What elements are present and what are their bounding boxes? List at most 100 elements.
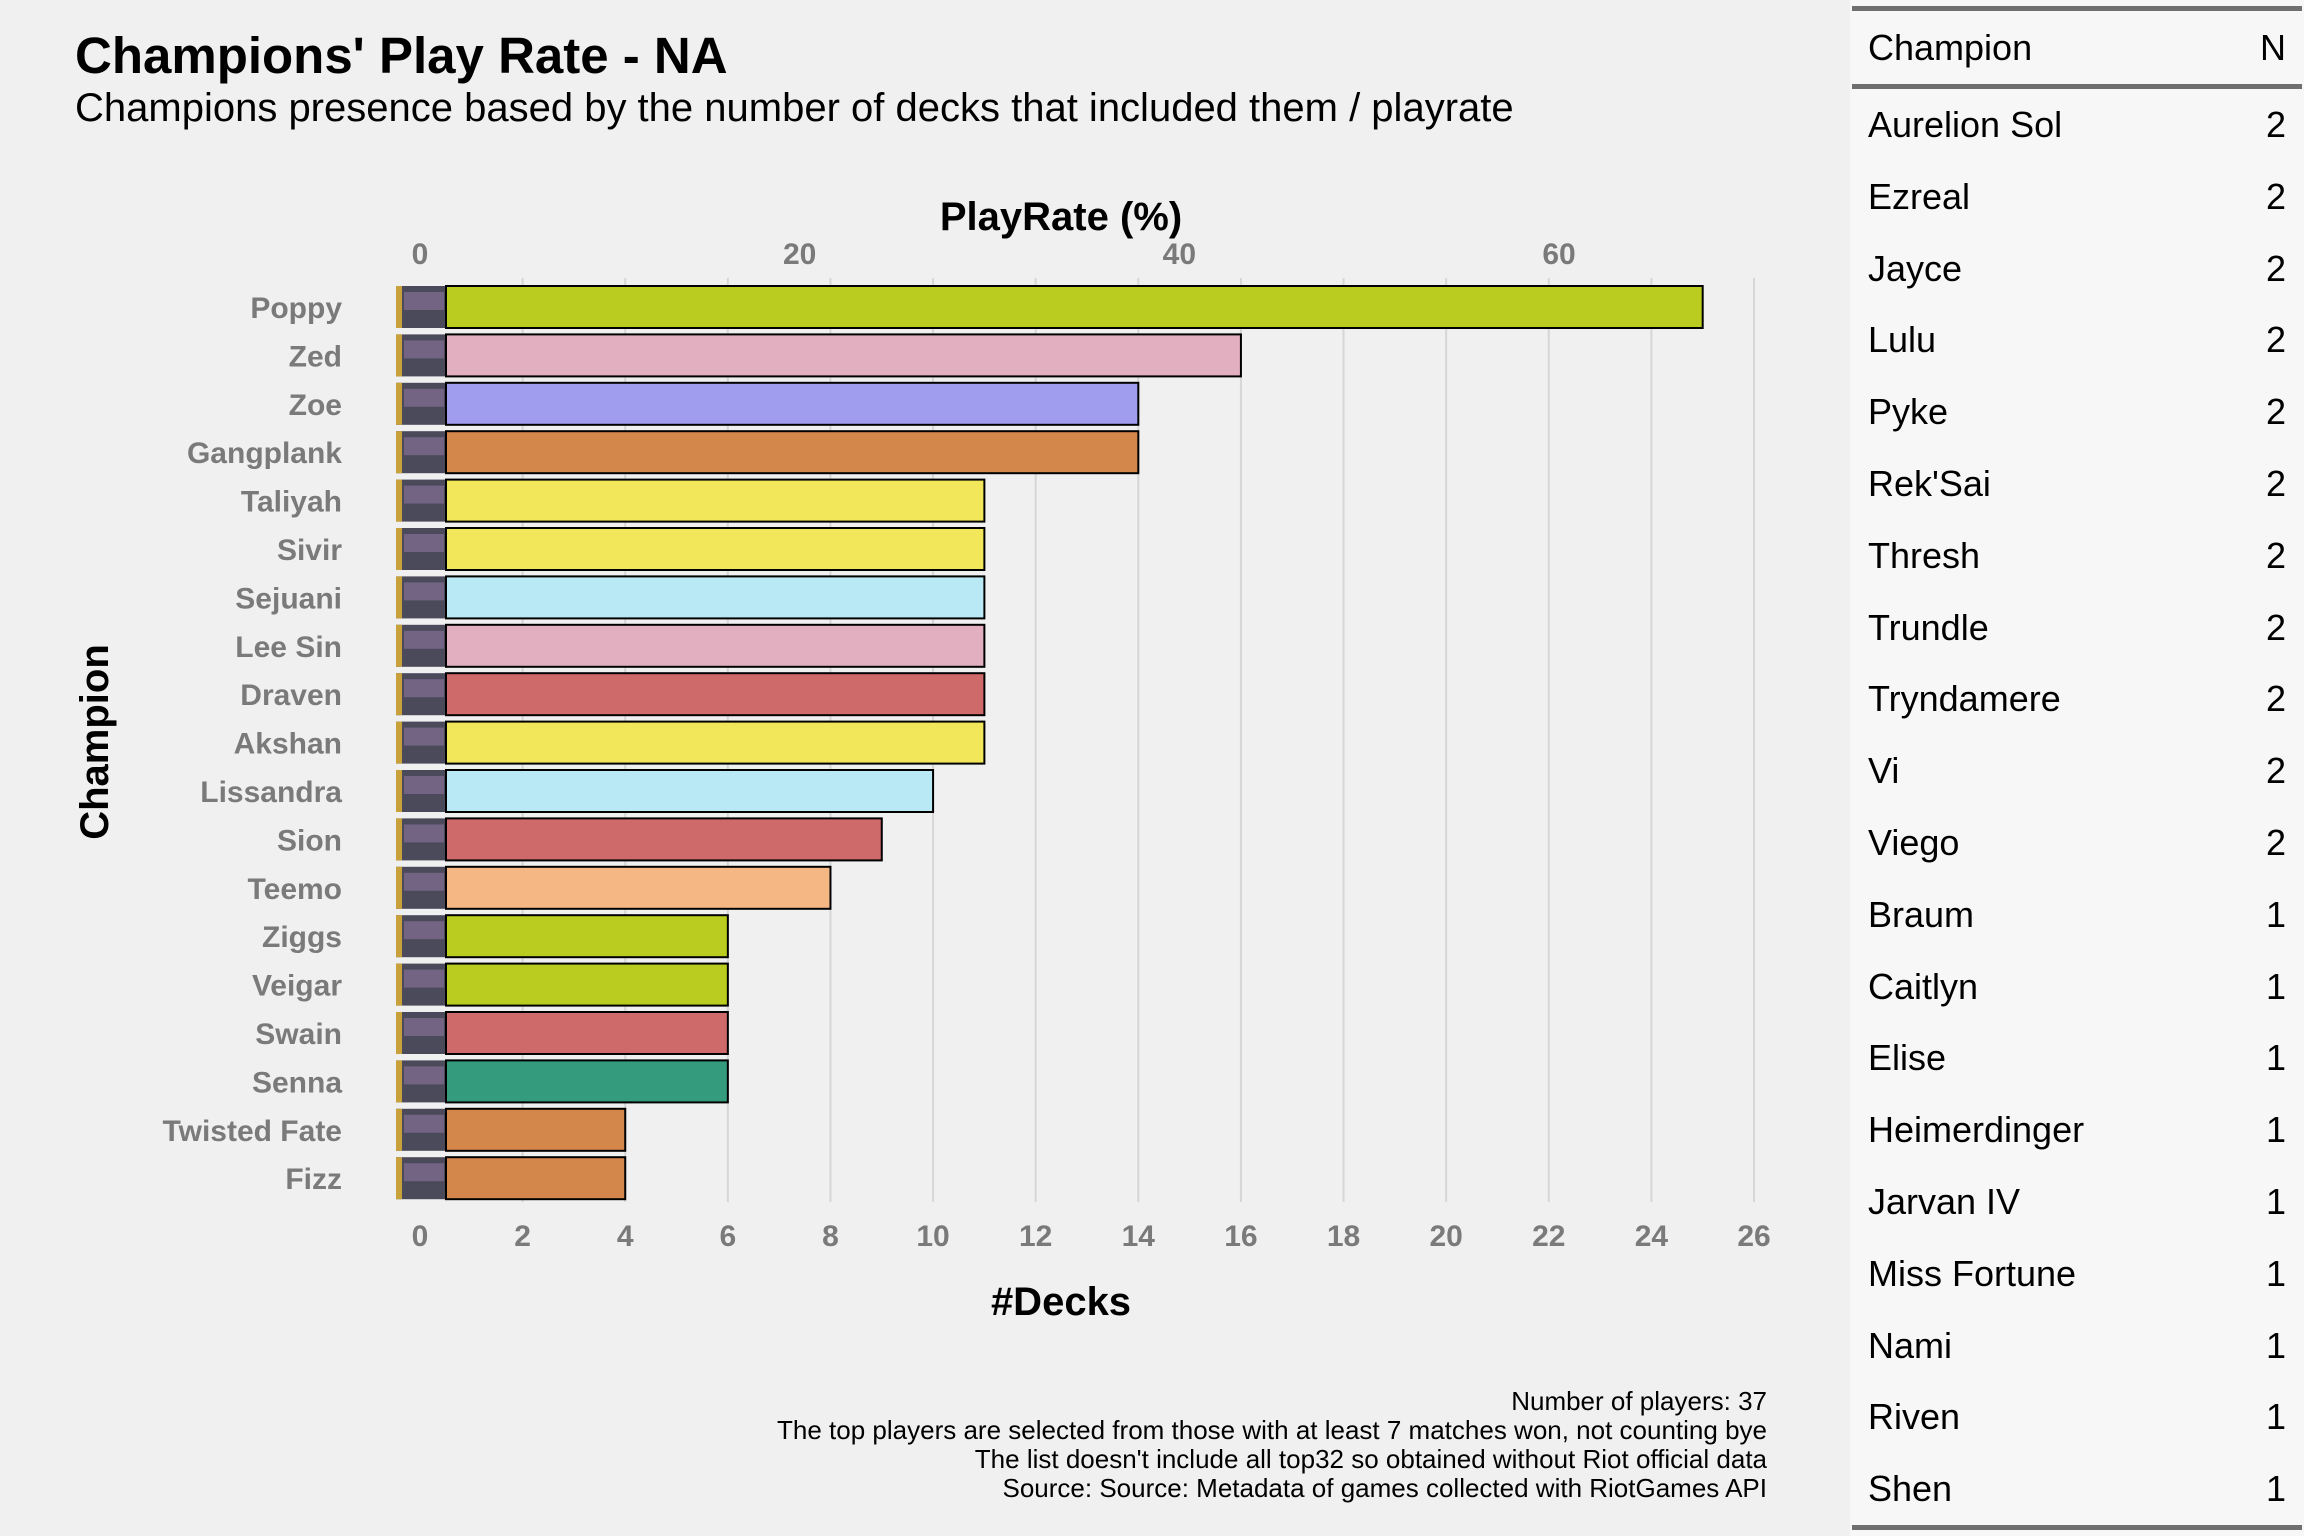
table-cell-n: 2 [2265,750,2286,792]
card-art-icon [404,921,444,940]
y-tick-label: Poppy [250,292,342,325]
x-tick-label: 4 [617,1220,634,1253]
y-tick-label: Sivir [277,534,342,567]
table-cell-champion: Vi [1868,750,1900,792]
table-row: Rek'Sai 2 [1852,449,2302,521]
table-cell-n: 1 [2265,965,2286,1007]
card-art-icon [404,1114,444,1133]
card-art-icon [404,340,444,359]
x-tick-label: 24 [1635,1220,1669,1253]
table-cell-champion: Rek'Sai [1868,463,1991,504]
card-art-icon [404,727,444,746]
table-cell-n: 2 [2265,463,2286,504]
bar [445,865,832,910]
table-cell-n: 1 [2265,1109,2286,1151]
x2-tick-label: 60 [1542,238,1575,271]
x-tick-label: 6 [720,1220,737,1253]
table-cell-champion: Thresh [1868,534,1981,576]
card-art-icon [404,292,444,310]
table-row: Shen 1 [1852,1454,2302,1526]
card-frame-icon [396,866,402,909]
table-cell-champion: Viego [1868,822,1960,863]
y-tick-label: Draven [240,679,342,712]
card-art-icon [404,534,444,552]
caption-line-players: Number of players: 37 [1511,1386,1767,1416]
x-axis-title: #Decks [991,1280,1131,1324]
card-art-icon [404,582,444,601]
y-axis-title: Champion [73,644,117,840]
table-row: Jayce 2 [1852,234,2302,306]
card-art-icon [404,1163,444,1182]
x-tick-label: 18 [1327,1220,1360,1253]
caption-line-note: The list doesn't include all top32 so ob… [974,1444,1767,1474]
x-tick-label: 26 [1737,1220,1770,1253]
table-row: Braum 1 [1852,880,2302,952]
x2-tick-label: 40 [1163,238,1196,271]
x-tick-label: 8 [822,1220,839,1253]
table-top-rule [1852,6,2302,11]
x-tick-label: 2 [514,1220,531,1253]
table-row: Riven 1 [1852,1382,2302,1454]
table-cell-n: 1 [2265,1037,2286,1079]
card-frame-icon [396,818,402,861]
x-tick-label: 22 [1532,1220,1565,1253]
table-cell-champion: Braum [1868,893,1975,935]
bar [445,769,935,813]
table-cell-champion: Heimerdinger [1868,1109,2085,1151]
card-art-icon [404,1018,444,1036]
bar [445,962,729,1007]
x-tick-label: 16 [1224,1220,1257,1253]
caption-line-selection: The top players are selected from those … [777,1415,1767,1445]
table-header-champion: Champion [1868,27,2033,68]
card-frame-icon [396,576,402,619]
card-frame-icon [396,528,402,570]
card-art-icon [404,437,444,456]
card-art-icon [404,679,444,698]
card-art-icon [404,388,444,407]
table-cell-champion: Tryndamere [1868,678,2061,720]
card-frame-icon [396,624,402,667]
bar [445,1107,627,1152]
y-tick-label: Akshan [234,728,342,761]
card-frame-icon [396,382,402,425]
table-row: Ezreal 2 [1852,162,2302,234]
card-art-icon [404,485,444,504]
x-tick-label: 20 [1429,1220,1462,1253]
y-tick-label: Taliyah [241,486,342,519]
table-row: Heimerdinger 1 [1852,1095,2302,1167]
card-art-icon [404,969,444,988]
table-header-rule [1852,84,2302,89]
card-frame-icon [396,1012,402,1054]
table-cell-champion: Riven [1868,1396,1961,1438]
table-cell-n: 2 [2265,391,2286,433]
x-tick-label: 10 [916,1220,949,1253]
bar-chart: Poppy Zed Zoe Gangplank Taliyah Sivir Sejuani L… [73,195,1771,1324]
y-tick-label: Sion [277,824,342,857]
bar [445,527,986,571]
card-frame-icon [396,963,402,1006]
card-frame-icon [396,431,402,474]
table-row: Viego 2 [1852,808,2302,880]
bar [445,478,986,523]
x-tick-label: 14 [1122,1220,1156,1253]
table-row: Nami 1 [1852,1311,2302,1383]
table-cell-champion: Jarvan IV [1868,1181,2021,1222]
card-frame-icon [396,1108,402,1151]
table-cell-champion: Nami [1868,1324,1953,1366]
card-frame-icon [396,334,402,377]
card-art-icon [404,776,444,794]
table-cell-n: 2 [2265,175,2286,217]
card-frame-icon [396,1157,402,1200]
table-cell-n: 2 [2265,534,2286,576]
y-tick-label: Senna [252,1066,342,1099]
table-cell-champion: Trundle [1868,606,1989,648]
table-row: Vi 2 [1852,736,2302,808]
chart-title: Champions' Play Rate - NA [75,27,728,84]
table-row: Caitlyn 1 [1852,952,2302,1024]
table-cell-n: 1 [2265,893,2286,935]
table-row: Trundle 2 [1852,593,2302,665]
bar [445,1059,729,1104]
card-frame-icon [396,770,402,812]
table-cell-champion: Caitlyn [1868,965,1979,1007]
champion-count-table [1850,0,2304,1536]
